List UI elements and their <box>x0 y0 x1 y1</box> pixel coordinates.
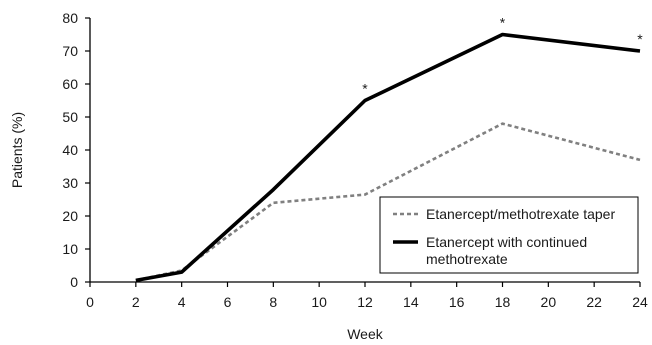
y-tick-label: 10 <box>62 241 78 257</box>
y-ticks: 0 10 20 30 40 50 60 70 80 <box>62 10 90 290</box>
x-tick-label: 2 <box>132 294 140 310</box>
x-axis-title: Week <box>347 326 384 342</box>
legend-label-line: methotrexate <box>426 251 508 267</box>
x-tick-label: 8 <box>269 294 277 310</box>
y-tick-label: 70 <box>62 43 78 59</box>
significance-marker: * <box>500 15 506 31</box>
x-tick-label: 4 <box>178 294 186 310</box>
y-tick-label: 60 <box>62 76 78 92</box>
y-tick-label: 50 <box>62 109 78 125</box>
series-line-continued <box>135 32 641 283</box>
x-tick-label: 24 <box>632 294 648 310</box>
series-line-taper <box>135 122 641 282</box>
x-tick-label: 12 <box>357 294 373 310</box>
y-tick-label: 80 <box>62 10 78 26</box>
y-tick-label: 0 <box>70 274 78 290</box>
annotation-layer: * * * <box>362 15 643 97</box>
x-tick-label: 20 <box>541 294 557 310</box>
legend: Etanercept/methotrexate taper Etanercept… <box>379 196 639 274</box>
x-tick-label: 16 <box>449 294 465 310</box>
x-ticks: 0 2 4 6 8 10 12 14 16 18 20 22 24 <box>86 282 648 310</box>
x-tick-label: 6 <box>224 294 232 310</box>
significance-marker: * <box>637 31 643 47</box>
x-tick-label: 14 <box>403 294 419 310</box>
y-tick-label: 20 <box>62 208 78 224</box>
legend-label-taper: Etanercept/methotrexate taper <box>426 206 615 222</box>
legend-label-continued: Etanercept with continued methotrexate <box>426 234 587 267</box>
y-tick-label: 40 <box>62 142 78 158</box>
x-tick-label: 10 <box>311 294 327 310</box>
x-tick-label: 22 <box>586 294 602 310</box>
legend-label-line: Etanercept with continued <box>426 234 587 250</box>
x-tick-label: 0 <box>86 294 94 310</box>
significance-marker: * <box>362 81 368 97</box>
legend-box <box>379 196 639 274</box>
y-tick-label: 30 <box>62 175 78 191</box>
y-axis-title: Patients (%) <box>9 112 25 188</box>
series-layer <box>135 32 641 283</box>
x-tick-label: 18 <box>495 294 511 310</box>
